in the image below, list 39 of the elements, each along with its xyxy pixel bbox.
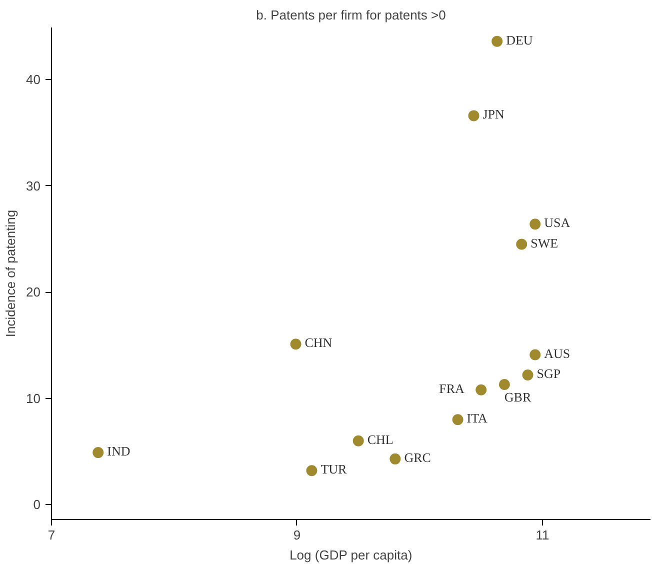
point: [452, 414, 464, 426]
point: [468, 110, 480, 122]
data-label: GRC: [404, 450, 431, 465]
data-label: IND: [107, 444, 130, 459]
data-label: JPN: [482, 106, 506, 122]
data-label: SWE: [530, 235, 558, 250]
data-label: SGP: [536, 366, 561, 381]
data-label: TUR: [320, 462, 348, 477]
y-tick-label: 10: [26, 390, 41, 406]
point: [516, 238, 528, 250]
point: [530, 349, 541, 360]
data-label: CHL: [367, 432, 394, 447]
x-tick-label: 11: [536, 528, 550, 542]
data-label: GBR: [504, 390, 532, 405]
x-tick-label: 7: [48, 528, 56, 542]
data-label: AUS: [544, 346, 570, 361]
y-tick-label: 0: [33, 497, 41, 512]
data-label: FRA: [439, 380, 466, 396]
x-axis-title: Log (GDP per capita): [290, 548, 412, 562]
point: [530, 218, 541, 230]
point: [306, 465, 318, 476]
data-label: ITA: [466, 410, 488, 426]
point: [476, 384, 487, 396]
y-axis-title: Incidence of patenting: [3, 210, 18, 338]
y-tick-label: 30: [26, 178, 41, 194]
y-tick-label: 20: [26, 284, 41, 300]
point: [352, 435, 364, 446]
point: [390, 453, 401, 464]
y-tick-label: 40: [26, 72, 41, 88]
point: [492, 36, 503, 47]
x-tick-label: 9: [293, 528, 301, 542]
data-label: CHN: [304, 335, 333, 350]
data-label: USA: [544, 215, 571, 230]
chart-title: b. Patents per firm for patents >0: [256, 8, 446, 22]
point: [92, 447, 104, 458]
point: [522, 369, 534, 380]
point: [290, 338, 302, 350]
data-label: DEU: [506, 32, 534, 48]
point: [498, 379, 510, 390]
